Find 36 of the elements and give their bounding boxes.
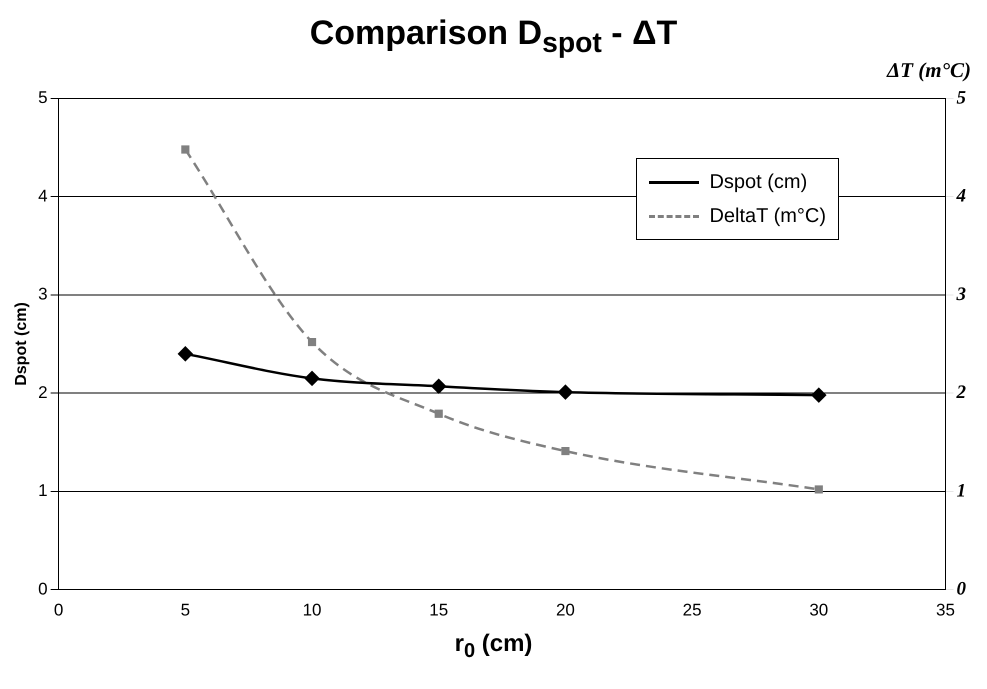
legend-label: Dspot (cm) [709, 170, 808, 194]
y-tick-label: 4 [38, 186, 48, 206]
y2-tick-label: 2 [956, 382, 966, 404]
point [308, 338, 316, 346]
x-tick-label: 25 [682, 600, 702, 620]
point [812, 388, 826, 402]
y-axis-title: Dspot (cm) [13, 302, 30, 386]
point [434, 410, 443, 418]
x-tick-label: 10 [302, 600, 322, 620]
point [558, 384, 573, 400]
x-axis-title: r$_{0}$ (cm) [454, 630, 534, 663]
x-tick-label: 30 [809, 600, 828, 620]
y2-tick-label: 3 [956, 284, 966, 305]
point [181, 145, 190, 154]
y2-tick-label: 1 [956, 480, 966, 502]
x-tick-label: 0 [54, 600, 64, 620]
y2-tick-label: 5 [956, 87, 966, 108]
y2-axis-title: ΔT (m°C) [887, 58, 971, 83]
chart-title: Comparison D$_{spot}$ - ΔT [310, 14, 678, 59]
point [304, 371, 320, 386]
point [814, 485, 823, 494]
x-tick-label: 5 [180, 600, 190, 620]
x-tick-label: 20 [556, 600, 575, 620]
x-tick-label: 35 [936, 600, 955, 620]
point [561, 447, 570, 456]
point [178, 346, 193, 362]
y-tick-label: 3 [38, 284, 48, 304]
y-tick-label: 2 [38, 382, 48, 402]
legend-label: DeltaT (m°C) [709, 204, 826, 228]
x-tick-label: 15 [429, 600, 448, 620]
y-tick-label: 0 [38, 579, 48, 598]
y-tick-label: 1 [38, 481, 48, 500]
y2-tick-label: 4 [956, 186, 966, 207]
y2-tick-label: 0 [956, 578, 966, 600]
y-tick-label: 5 [38, 88, 48, 108]
point [431, 378, 446, 394]
